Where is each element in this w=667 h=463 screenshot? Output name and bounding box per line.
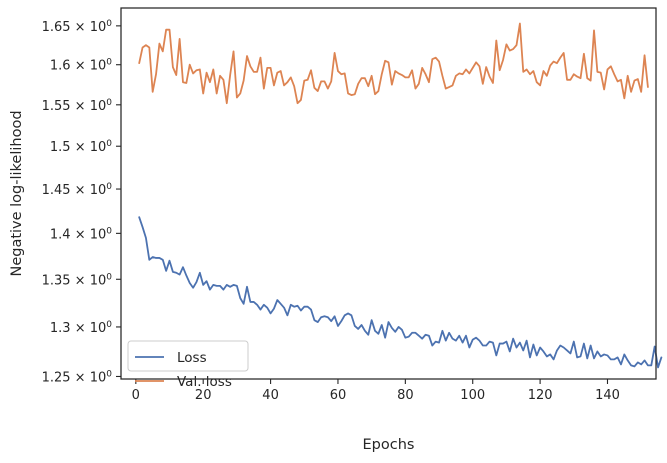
x-tick-label: 140	[595, 388, 620, 403]
x-tick-label: 120	[528, 388, 553, 403]
plot-frame	[120, 7, 657, 380]
x-axis-label: Epochs	[363, 437, 415, 453]
x-tick-label: 40	[262, 388, 279, 403]
tick-layer: 0 20 40 60 80 100 120 140 1.25 × 100 1.3 × 100 1.3…	[42, 19, 620, 403]
y-tick-label: 1.45 × 100	[42, 182, 113, 198]
legend-val-loss-label: Val. loss	[177, 374, 232, 390]
x-tick-label: 20	[195, 388, 212, 403]
y-tick-label: 1.35 × 100	[42, 272, 113, 288]
series-line-loss	[138, 216, 663, 369]
y-tick-label: 1.4 × 100	[50, 226, 112, 242]
y-tick-label: 1.5 × 100	[50, 139, 112, 155]
x-tick-label: 60	[330, 388, 347, 403]
x-tick-label: 0	[132, 388, 140, 403]
y-tick-label: 1.6 × 100	[50, 58, 112, 74]
y-axis-label: Negative log-likelihood	[9, 110, 25, 276]
x-tick-label: 100	[460, 388, 485, 403]
y-tick-label: 1.55 × 100	[42, 98, 113, 114]
series-layer	[138, 22, 663, 369]
legend: Loss Val. loss	[127, 340, 249, 390]
series-line-val-loss	[138, 22, 649, 105]
legend-loss-label: Loss	[177, 350, 207, 366]
y-tick-label: 1.65 × 100	[42, 19, 113, 35]
y-tick-label: 1.25 × 100	[42, 369, 113, 385]
y-tick-label: 1.3 × 100	[50, 320, 112, 336]
legend-box	[127, 340, 249, 372]
x-tick-label: 80	[397, 388, 414, 403]
